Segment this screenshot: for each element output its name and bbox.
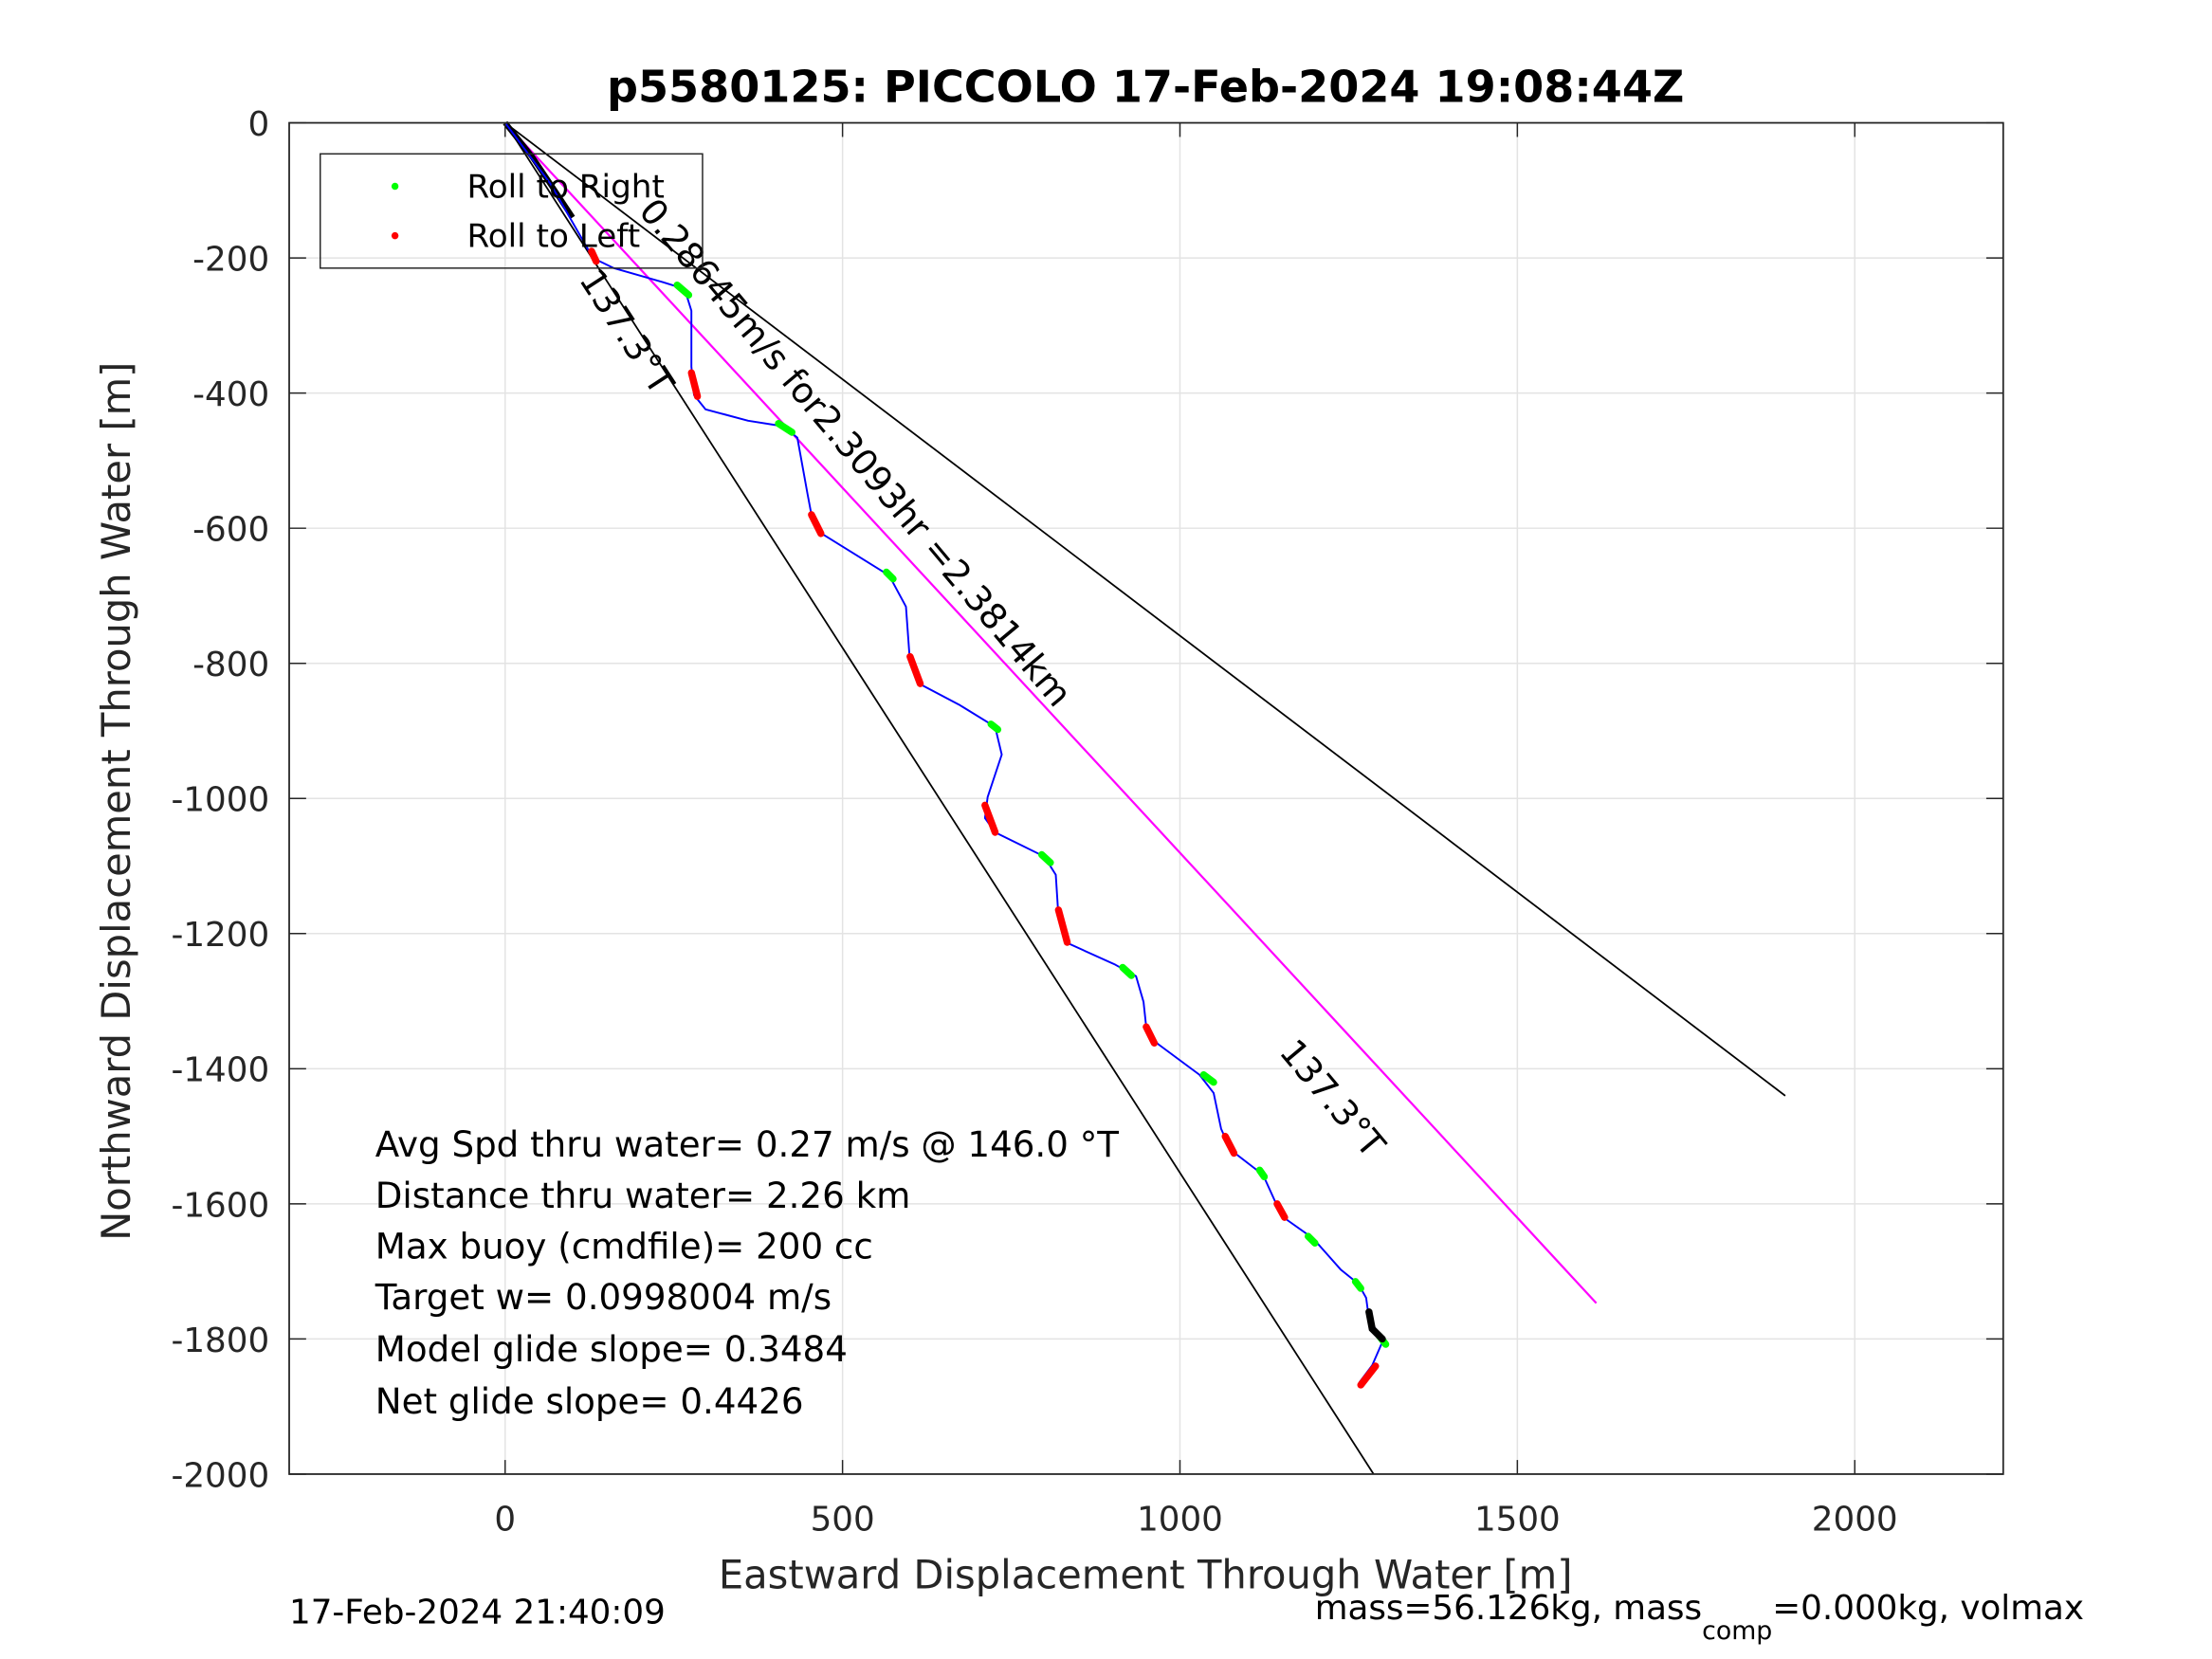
roll-right-marker [883,568,897,583]
footer-mass-post: =0.000kg, volmax [1772,1589,2084,1628]
grid [289,121,2003,1475]
surface-segment [1365,1308,1386,1343]
roll-right-marker [1119,963,1136,979]
ticks: 0 500 1000 1500 2000 0 -200 -400 -600 -800 -1000 -1… [171,105,2003,1539]
stat-avg-speed: Avg Spd thru water= 0.27 m/s @ 146.0 °T [375,1123,1120,1165]
roll-left-marker [1357,1362,1380,1389]
footer-mass: mass=56.126kg, masscomp=0.000kg, volmax [1315,1589,2084,1646]
y-tick-label: -200 [192,241,269,280]
roll-right-marker [987,720,1002,734]
y-tick-label: 0 [247,105,269,144]
y-axis-label: Northward Displacement Through Water [m] [93,362,139,1241]
mean-vector-line [503,121,1598,1304]
stats-block: Avg Spd thru water= 0.27 m/s @ 146.0 °T … [375,1123,1120,1422]
y-tick-label: -1600 [171,1186,269,1225]
roll-left-marker [1054,906,1071,946]
roll-left-marker [687,369,702,400]
legend-label-left: Roll to Left [466,218,640,256]
stat-net-glide: Net glide slope= 0.4426 [375,1380,804,1422]
y-tick-label: -1200 [171,916,269,955]
roll-right-marker [673,281,693,299]
cone-left-line [504,122,1375,1475]
y-tick-label: -800 [192,646,269,684]
x-tick-label: 500 [811,1500,875,1539]
chart-title: p5580125: PICCOLO 17-Feb-2024 19:08:44Z [607,61,1684,112]
x-tick-label: 2000 [1812,1500,1898,1539]
y-tick-label: -1400 [171,1051,269,1090]
footer-timestamp: 17-Feb-2024 21:40:09 [289,1594,666,1632]
roll-right-marker [1199,1071,1217,1086]
x-tick-label: 0 [494,1500,516,1539]
y-tick-label: -400 [192,375,269,414]
roll-right-marker [1304,1232,1319,1247]
roll-right-marker [1351,1278,1364,1292]
roll-left-marker [1221,1132,1238,1158]
stat-target-w: Target w= 0.0998004 m/s [375,1276,832,1318]
roll-right-marker [1255,1166,1269,1181]
y-tick-label: -2000 [171,1456,269,1495]
stat-distance: Distance thru water= 2.26 km [375,1175,911,1216]
stat-max-buoy: Max buoy (cmdfile)= 200 cc [375,1225,873,1267]
roll-left-marker [906,652,924,687]
roll-right-marker [775,420,796,436]
y-tick-label: -1000 [171,781,269,820]
roll-left-marker [808,511,825,538]
legend-box [320,153,704,269]
footer-mass-sub: comp [1702,1616,1772,1646]
roll-right-marker [1037,850,1054,866]
footer-mass-pre: mass=56.126kg, mass [1315,1589,1702,1628]
legend-marker-right [391,182,399,191]
x-tick-label: 1500 [1474,1500,1561,1539]
roll-left-marker [981,801,999,836]
plot-area [503,120,1786,1475]
legend-label-right: Roll to Right [466,168,664,206]
roll-left-marker [1143,1023,1159,1047]
roll-left-marker [1273,1200,1289,1221]
x-axis-label: Eastward Displacement Through Water [m] [719,1551,1573,1597]
roll-left-marker [588,247,600,265]
x-tick-label: 1000 [1137,1500,1223,1539]
stat-model-glide: Model glide slope= 0.3484 [375,1328,848,1370]
legend: Roll to Right Roll to Left [320,153,704,269]
y-tick-label: -1800 [171,1322,269,1360]
legend-marker-left [391,231,399,240]
y-tick-label: -600 [192,511,269,550]
cone-right-line [504,121,1786,1097]
